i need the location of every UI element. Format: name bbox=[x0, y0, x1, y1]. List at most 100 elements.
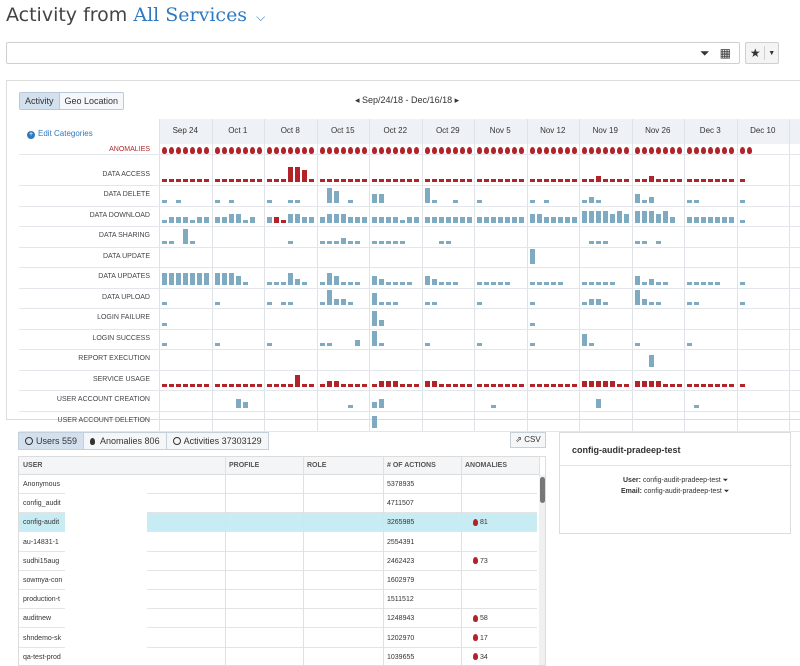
table-row[interactable]: Anonymous 5378935 bbox=[19, 475, 537, 494]
activity-bar[interactable] bbox=[571, 384, 577, 387]
activity-bar[interactable] bbox=[557, 384, 563, 387]
activity-bar[interactable] bbox=[701, 281, 706, 285]
activity-bar[interactable] bbox=[641, 281, 647, 285]
activity-bar[interactable] bbox=[669, 179, 675, 182]
activity-bar[interactable] bbox=[536, 384, 542, 387]
activity-bar[interactable] bbox=[326, 272, 332, 285]
activity-bar[interactable] bbox=[477, 384, 482, 387]
tab-anomalies[interactable]: Anomalies 806 bbox=[83, 432, 167, 450]
anomaly-marker[interactable] bbox=[361, 147, 367, 154]
activity-bar[interactable] bbox=[634, 179, 640, 182]
activity-bar[interactable] bbox=[302, 281, 307, 285]
category-label[interactable]: LOGIN FAILURE bbox=[97, 314, 150, 321]
activity-bar[interactable] bbox=[708, 384, 713, 387]
anomaly-marker[interactable] bbox=[491, 147, 496, 154]
activity-bar[interactable] bbox=[452, 179, 458, 182]
activity-bar[interactable] bbox=[393, 281, 398, 285]
activity-bar[interactable] bbox=[183, 179, 188, 182]
activity-bar[interactable] bbox=[543, 199, 549, 203]
category-label[interactable]: DATA UPDATE bbox=[102, 252, 150, 260]
activity-bar[interactable] bbox=[505, 179, 510, 182]
anomaly-marker[interactable] bbox=[715, 147, 720, 154]
activity-bar[interactable] bbox=[687, 199, 692, 203]
activity-bar[interactable] bbox=[610, 381, 615, 387]
activity-bar[interactable] bbox=[662, 179, 668, 182]
activity-bar[interactable] bbox=[624, 214, 629, 223]
activity-bar[interactable] bbox=[543, 217, 549, 223]
activity-bar[interactable] bbox=[393, 240, 398, 244]
activity-bar[interactable] bbox=[498, 384, 503, 387]
activity-bar[interactable] bbox=[694, 404, 699, 408]
activity-bar[interactable] bbox=[519, 179, 524, 182]
activity-bar[interactable] bbox=[729, 217, 734, 223]
activity-bar[interactable] bbox=[655, 214, 661, 223]
activity-bar[interactable] bbox=[242, 220, 248, 223]
activity-bar[interactable] bbox=[529, 302, 535, 305]
activity-bar[interactable] bbox=[340, 214, 346, 223]
activity-bar[interactable] bbox=[550, 179, 556, 182]
activity-bar[interactable] bbox=[169, 384, 174, 387]
anomaly-marker[interactable] bbox=[564, 147, 570, 154]
category-label[interactable]: USER ACCOUNT DELETION bbox=[57, 416, 150, 424]
csv-export-button[interactable]: ⇗ CSV bbox=[510, 432, 546, 448]
anomaly-marker[interactable] bbox=[414, 147, 419, 154]
activity-bar[interactable] bbox=[610, 281, 615, 285]
activity-bar[interactable] bbox=[550, 281, 556, 285]
activity-bar[interactable] bbox=[302, 170, 307, 182]
activity-bar[interactable] bbox=[319, 384, 325, 387]
activity-bar[interactable] bbox=[491, 217, 496, 223]
anomaly-marker[interactable] bbox=[183, 147, 188, 154]
star-icon[interactable]: ★ bbox=[746, 46, 766, 60]
activity-bar[interactable] bbox=[319, 343, 325, 346]
activity-bar[interactable] bbox=[295, 214, 300, 223]
search-input[interactable]: ⏷ ▦ bbox=[6, 42, 740, 64]
activity-bar[interactable] bbox=[596, 299, 601, 305]
column-header[interactable]: ANOMALIES bbox=[461, 457, 539, 475]
activity-bar[interactable] bbox=[582, 302, 587, 305]
activity-bar[interactable] bbox=[197, 272, 202, 285]
anomaly-marker[interactable] bbox=[543, 147, 549, 154]
activity-bar[interactable] bbox=[162, 302, 167, 305]
activity-bar[interactable] bbox=[379, 319, 384, 326]
anomaly-marker[interactable] bbox=[589, 147, 594, 154]
activity-bar[interactable] bbox=[739, 179, 745, 182]
activity-bar[interactable] bbox=[267, 179, 272, 182]
anomaly-marker[interactable] bbox=[617, 147, 622, 154]
activity-bar[interactable] bbox=[197, 384, 202, 387]
activity-bar[interactable] bbox=[596, 211, 601, 223]
date-range[interactable]: ◂ Sep/24/18 - Dec/16/18 ▸ bbox=[355, 95, 460, 105]
activity-bar[interactable] bbox=[347, 179, 353, 182]
activity-bar[interactable] bbox=[354, 281, 360, 285]
activity-bar[interactable] bbox=[445, 240, 451, 244]
activity-bar[interactable] bbox=[319, 302, 325, 305]
activity-bar[interactable] bbox=[400, 179, 405, 182]
anomaly-marker[interactable] bbox=[687, 147, 692, 154]
anomaly-marker[interactable] bbox=[445, 147, 451, 154]
activity-bar[interactable] bbox=[708, 217, 713, 223]
anomaly-marker[interactable] bbox=[484, 147, 489, 154]
activity-bar[interactable] bbox=[634, 240, 640, 244]
activity-bar[interactable] bbox=[372, 331, 377, 346]
anomaly-marker[interactable] bbox=[634, 147, 640, 154]
anomaly-marker[interactable] bbox=[242, 147, 248, 154]
activity-bar[interactable] bbox=[176, 199, 181, 203]
activity-bar[interactable] bbox=[274, 384, 279, 387]
activity-bar[interactable] bbox=[386, 240, 391, 244]
column-header[interactable]: # OF ACTIONS bbox=[383, 457, 461, 475]
activity-bar[interactable] bbox=[676, 179, 682, 182]
activity-bar[interactable] bbox=[354, 217, 360, 223]
anomaly-marker[interactable] bbox=[393, 147, 398, 154]
activity-bar[interactable] bbox=[309, 179, 314, 182]
activity-bar[interactable] bbox=[431, 179, 437, 182]
activity-bar[interactable] bbox=[183, 217, 188, 223]
activity-bar[interactable] bbox=[197, 217, 202, 223]
activity-bar[interactable] bbox=[190, 220, 195, 223]
activity-bar[interactable] bbox=[589, 381, 594, 387]
activity-bar[interactable] bbox=[379, 381, 384, 387]
activity-bar[interactable] bbox=[589, 299, 594, 305]
activity-bar[interactable] bbox=[589, 196, 594, 203]
activity-bar[interactable] bbox=[333, 240, 339, 244]
activity-bar[interactable] bbox=[519, 384, 524, 387]
activity-bar[interactable] bbox=[242, 384, 248, 387]
activity-bar[interactable] bbox=[386, 381, 391, 387]
